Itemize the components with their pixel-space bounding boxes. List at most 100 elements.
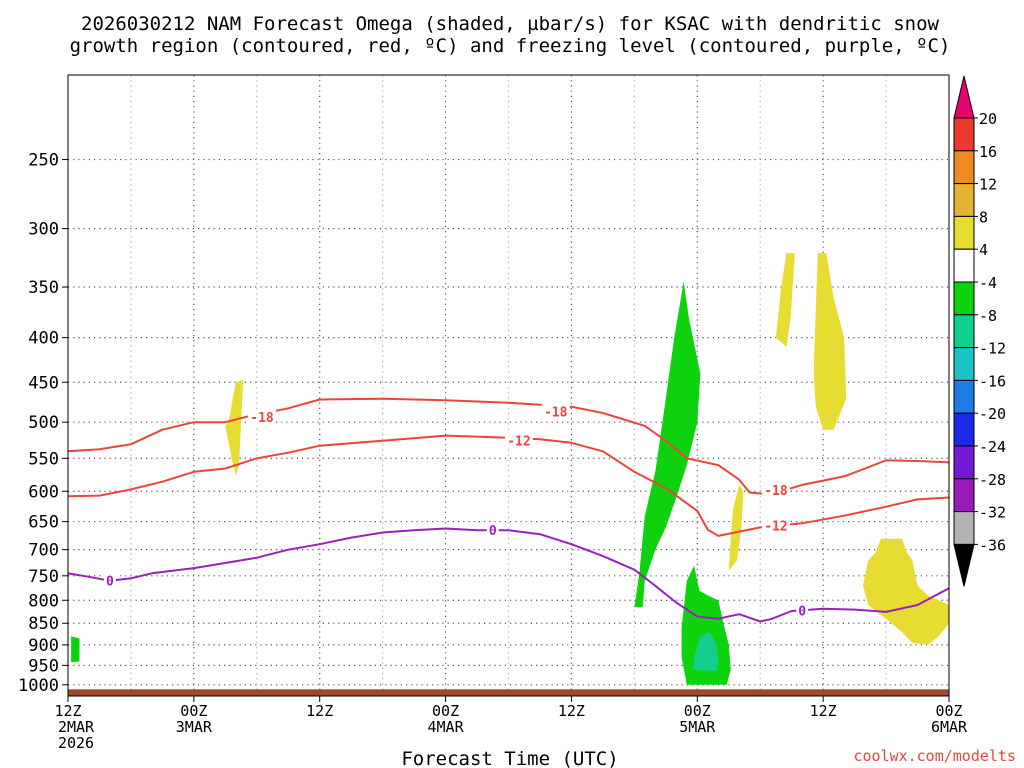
x-tick-label-36-1: 4MAR (428, 718, 465, 736)
colorbar-label-2: 12 (979, 176, 997, 194)
y-tick-label-700: 700 (28, 541, 59, 561)
y-tick-label-900: 900 (28, 636, 59, 656)
omega-region-2 (681, 565, 731, 685)
x-axis-title: Forecast Time (UTC) (401, 748, 618, 768)
contour-line-0 (68, 397, 949, 496)
colorbar-label-5: -4 (979, 274, 997, 292)
contour-label-bg-0-1 (541, 403, 570, 420)
contour-label-bg-0-2 (761, 481, 790, 498)
terrain-band (68, 689, 949, 696)
omega-region-6 (775, 253, 795, 347)
terrain-surface (68, 689, 949, 696)
colorbar-band-8 (953, 347, 975, 381)
colorbar-label-12: -32 (979, 504, 1006, 522)
y-tick-label-850: 850 (28, 614, 59, 634)
colorbar-bottom-arrow (953, 543, 975, 587)
omega-region-0 (71, 636, 80, 663)
contour-label-1-0: -12 (507, 435, 530, 450)
y-tick-label-350: 350 (28, 278, 59, 298)
chart-title-line1: 2026030212 NAM Forecast Omega (shaded, µ… (81, 13, 939, 35)
chart-title-line2: growth region (contoured, red, ºC) and f… (70, 35, 951, 57)
y-tick-label-750: 750 (28, 567, 59, 587)
colorbar-band-4 (953, 215, 975, 250)
credit-text: coolwx.com/modelts (853, 747, 1016, 765)
colorbar-label-9: -20 (979, 405, 1006, 423)
colorbar-band-10 (953, 412, 975, 447)
omega-colorbar: 20 16 12 8 4 -4 -8 -12 -16 -20 -24 -28 -32 -36 (953, 75, 1006, 587)
omega-region-8 (863, 538, 949, 645)
colorbar-label-11: -28 (979, 471, 1006, 489)
colorbar-label-10: -24 (979, 438, 1006, 456)
colorbar-label-7: -12 (979, 340, 1006, 358)
colorbar-label-0: 20 (979, 110, 997, 128)
contour-label-bg-1-0 (504, 432, 533, 449)
colorbar-label-8: -16 (979, 372, 1006, 390)
y-tick-label-400: 400 (28, 329, 59, 349)
x-tick-label-36-0: 00Z (432, 702, 459, 720)
colorbar-band-9 (953, 379, 975, 414)
omega-region-5 (728, 484, 744, 571)
colorbar-band-5 (953, 248, 975, 283)
x-tick-label-12-1: 3MAR (176, 718, 213, 736)
omega-region-7 (813, 253, 847, 430)
contour-label-0-1: -18 (544, 405, 568, 420)
contour-label-2-1: 0 (489, 524, 497, 539)
pressure-axis: 2503003504004505005506006507007508008509… (18, 151, 68, 696)
contour-label-bg-0-0 (248, 408, 277, 425)
contour-label-0-2: -18 (764, 484, 788, 499)
y-tick-label-600: 600 (28, 482, 59, 502)
y-tick-label-250: 250 (28, 151, 59, 171)
contour-line-1 (68, 434, 949, 537)
x-tick-label-84-0: 00Z (935, 702, 962, 720)
contour-label-2-0: 0 (106, 574, 114, 589)
colorbar-band-11 (953, 445, 975, 480)
temperature-contours (68, 397, 949, 623)
colorbar-band-13 (953, 511, 975, 545)
colorbar-label-3: 8 (979, 208, 988, 226)
contour-label-2-2: 0 (798, 605, 806, 620)
plot-frame (67, 74, 950, 697)
x-tick-label-60-1: 5MAR (679, 718, 716, 736)
contour-line-2 (68, 527, 949, 623)
y-tick-label-550: 550 (28, 449, 59, 469)
x-tick-label-48-0: 12Z (558, 702, 585, 720)
colorbar-label-6: -8 (979, 307, 997, 325)
contour-label-bg-1-1 (761, 517, 790, 534)
x-tick-label-72-0: 12Z (810, 702, 837, 720)
y-tick-label-500: 500 (28, 413, 59, 433)
omega-region-4 (225, 379, 244, 476)
colorbar-band-2 (953, 150, 975, 185)
y-tick-label-300: 300 (28, 220, 59, 240)
x-tick-label-0-0: 12Z (54, 702, 81, 720)
x-tick-label-84-1: 6MAR (931, 718, 968, 736)
y-tick-label-800: 800 (28, 591, 59, 611)
contour-label-0-0: -18 (250, 411, 274, 426)
contour-labels: -18 -18 -18 -12 -12 0 0 0 (103, 403, 809, 620)
contour-label-bg-2-0 (103, 572, 116, 589)
y-tick-label-1000: 1000 (18, 676, 59, 696)
colorbar-top-arrow (953, 75, 975, 119)
x-tick-label-60-0: 00Z (684, 702, 711, 720)
x-tick-label-24-0: 12Z (306, 702, 333, 720)
colorbar-band-3 (953, 183, 975, 217)
colorbar-band-7 (953, 314, 975, 349)
contour-label-bg-2-2 (796, 602, 809, 619)
omega-shading (71, 253, 949, 685)
grid-lines (68, 75, 949, 696)
contour-label-1-1: -12 (764, 520, 787, 535)
x-tick-label-12-0: 00Z (180, 702, 207, 720)
y-tick-label-450: 450 (28, 373, 59, 393)
y-tick-label-950: 950 (28, 656, 59, 676)
colorbar-band-12 (953, 478, 975, 513)
colorbar-label-1: 16 (979, 143, 997, 161)
omega-region-3 (693, 632, 719, 672)
omega-region-1 (634, 281, 701, 608)
colorbar-band-6 (953, 281, 975, 316)
y-tick-label-650: 650 (28, 513, 59, 533)
colorbar-band-1 (953, 117, 975, 152)
x-tick-label-0-2: 2026 (58, 734, 94, 752)
colorbar-label-4: 4 (979, 241, 988, 259)
colorbar-label-13: -36 (979, 536, 1006, 554)
